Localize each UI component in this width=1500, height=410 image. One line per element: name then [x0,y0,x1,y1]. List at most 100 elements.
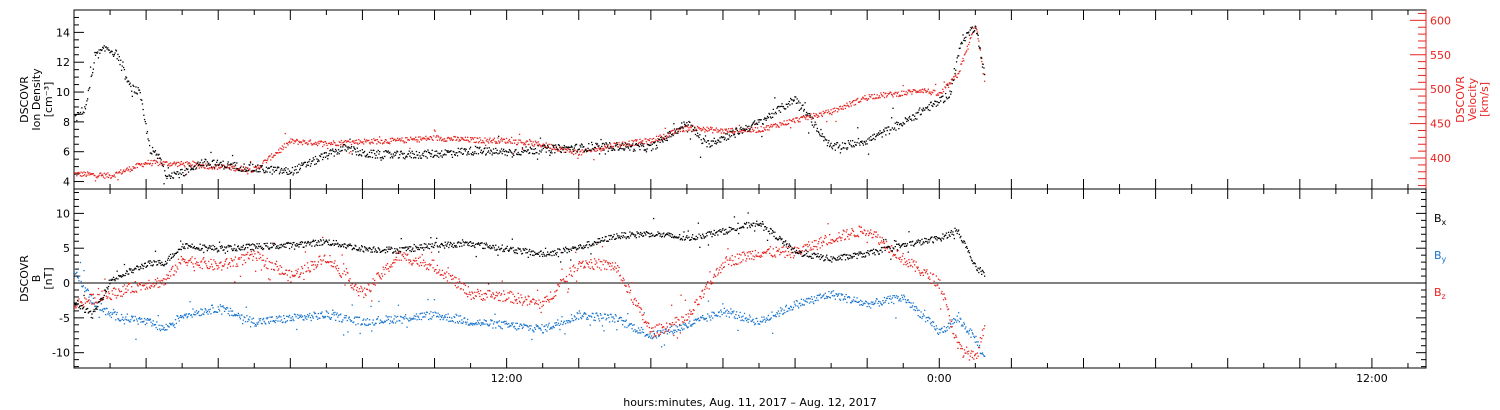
velocity-point [540,146,542,148]
bz-point [635,300,637,302]
density-point [885,127,888,129]
velocity-point [234,165,236,167]
density-point [390,153,392,155]
velocity-point [160,162,162,164]
density-point [547,144,549,146]
bz-point [710,280,712,282]
by-point [583,312,586,314]
velocity-point [748,130,751,133]
velocity-point [755,131,757,134]
velocity-point [658,139,661,141]
by-point [890,298,892,300]
density-point [848,142,850,144]
bz-point [187,262,189,264]
by-point [595,312,597,315]
velocity-point [879,97,881,99]
by-point [432,311,434,314]
by-point [492,323,495,325]
bz-point [377,272,379,274]
by-point [648,336,650,338]
by-point [500,321,503,323]
bz-point [555,295,557,297]
velocity-point [156,161,159,164]
bz-point [226,267,229,269]
density-point [386,151,389,153]
density-point [567,146,570,148]
density-point [620,144,622,146]
by-point [634,329,636,331]
by-point [901,296,904,299]
by-point [137,323,139,325]
by-point [644,335,646,337]
bz-point [536,289,539,291]
bz-point [299,275,301,278]
density-point [480,149,482,151]
density-point [317,159,319,161]
density-point [225,167,227,169]
velocity-point [345,141,348,143]
density-point [281,172,283,174]
density-point [914,118,917,120]
velocity-point [732,132,734,135]
by-point [945,327,948,329]
velocity-point [700,130,702,132]
bz-point [526,304,529,306]
bz-point [201,267,203,270]
velocity-point [113,174,115,176]
bz-point [171,267,173,269]
density-point [928,104,930,106]
density-point [134,92,136,94]
bz-point [627,291,629,293]
density-point [228,164,230,166]
by-point [262,319,264,321]
bz-point [425,268,428,270]
density-point [642,144,644,146]
velocity-point [450,137,452,139]
density-point [712,140,715,142]
by-point [127,319,129,321]
density-point [795,96,797,98]
velocity-point [144,162,146,164]
bz-point [598,258,600,261]
velocity-point [503,138,505,140]
bz-point [379,277,381,279]
bz-point [141,282,143,284]
velocity-point [950,82,952,84]
velocity-point [575,152,577,155]
density-point [131,90,133,92]
density-point [757,119,759,121]
velocity-point [863,98,865,100]
density-point [224,165,226,168]
by-point [136,320,138,322]
velocity-point [426,137,428,139]
by-point [187,313,190,315]
bz-point [351,283,353,285]
bz-point [734,256,736,258]
by-point [882,300,884,302]
by-point [955,321,958,323]
velocity-point [907,89,909,91]
by-point [325,310,327,312]
density-point [718,141,720,143]
density-point [108,49,110,51]
by-point [180,315,182,317]
velocity-point [948,82,950,84]
density-point [227,161,229,163]
density-point [179,172,181,174]
velocity-point [815,113,817,115]
velocity-point [913,89,915,91]
by-point [372,319,374,321]
by-point [293,313,296,315]
by-point [274,321,276,324]
velocity-point [853,104,855,106]
bz-point [595,260,597,262]
density-point [906,120,908,123]
density-point [317,160,319,163]
bz-point [650,331,652,333]
density-point [615,144,617,146]
density-point [891,117,893,119]
density-point [255,169,257,171]
by-point [510,325,512,327]
velocity-point [768,129,770,131]
density-point [686,122,688,124]
